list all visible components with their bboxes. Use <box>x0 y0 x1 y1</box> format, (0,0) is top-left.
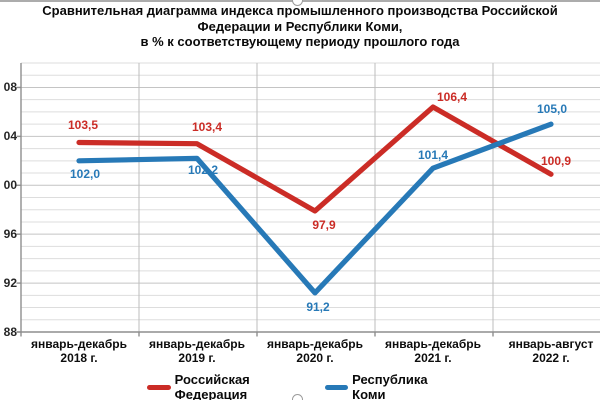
chart-title-line2: Федерации и Республики Коми, <box>197 18 403 34</box>
y-tick-label: 04 <box>3 129 17 144</box>
chart-title-line3: в % к соответствующему периоду прошлого … <box>140 34 460 49</box>
x-category-label-year: 2020 г. <box>296 350 334 365</box>
chart-title-line1: Сравнительная диаграмма индекса промышле… <box>42 3 558 18</box>
resize-handle-bottom-center[interactable] <box>292 394 303 400</box>
data-label-komi: 102,0 <box>69 166 101 181</box>
legend-line-swatch-rf <box>147 384 171 390</box>
x-category-label: январь-декабрь 2021 г. <box>367 337 499 365</box>
x-category-label-year: 2019 г. <box>178 350 216 365</box>
x-category-label-year: 2018 г. <box>60 350 98 365</box>
y-tick-label: 08 <box>3 80 17 95</box>
data-label-komi: 91,2 <box>306 299 330 314</box>
legend-label-komi: Республика Коми <box>352 372 428 400</box>
x-category-label-year: 2021 г. <box>414 350 452 365</box>
x-category-label: январь-декабрь 2019 г. <box>131 337 263 365</box>
legend-item-komi: Республика Коми <box>324 372 447 400</box>
x-category-label-period: январь-август <box>508 337 594 351</box>
x-category-label-year: 2022 г. <box>532 350 570 365</box>
x-category-label: январь-декабрь 2020 г. <box>249 337 381 365</box>
x-category-label-period: январь-декабрь <box>385 337 481 351</box>
data-label-rf: 103,5 <box>67 118 99 133</box>
series-line-komi <box>76 121 554 296</box>
legend-label-rf: Российская Федерация <box>174 372 250 400</box>
x-category-label: январь-август 2022 г. <box>485 337 600 365</box>
x-category-label-period: январь-декабрь <box>267 337 363 351</box>
x-category-label: январь-декабрь 2018 г. <box>13 337 145 365</box>
data-label-rf: 103,4 <box>191 119 223 134</box>
data-label-komi: 101,4 <box>417 148 449 163</box>
data-label-komi: 102,2 <box>187 163 219 178</box>
legend-line-swatch-komi <box>324 384 349 390</box>
data-label-komi: 105,0 <box>536 102 568 117</box>
legend-item-rf: Российская Федерация <box>147 372 303 400</box>
x-category-label-period: январь-декабрь <box>31 337 127 351</box>
legend: Российская Федерация Республика Коми <box>147 372 447 400</box>
y-tick-label: 88 <box>3 325 17 339</box>
y-tick-label: 96 <box>3 227 17 242</box>
data-label-rf: 106,4 <box>436 90 468 105</box>
data-label-rf: 97,9 <box>312 217 336 232</box>
chart-title: Сравнительная диаграмма индекса промышле… <box>0 3 600 50</box>
data-label-rf: 100,9 <box>540 154 572 169</box>
y-tick-label: 00 <box>3 178 17 193</box>
y-tick-label: 92 <box>3 276 17 291</box>
series-line-rf <box>76 104 554 214</box>
x-category-label-period: январь-декабрь <box>149 337 245 351</box>
